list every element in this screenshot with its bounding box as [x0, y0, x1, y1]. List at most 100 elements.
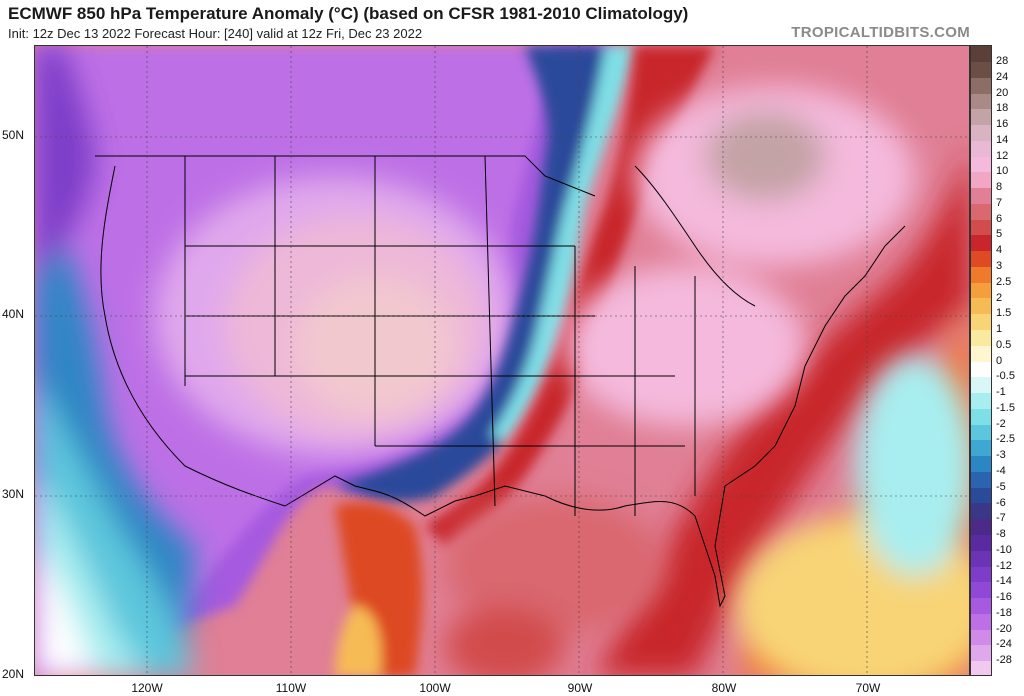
mexico-warm-zone	[335, 502, 423, 675]
lon-label-110w: 110W	[275, 681, 307, 695]
lat-label-30n: 30N	[2, 487, 25, 501]
colorbar-label: -16	[996, 591, 1012, 604]
chart-title: ECMWF 850 hPa Temperature Anomaly (°C) (…	[8, 4, 689, 23]
colorbar-cell-max	[971, 46, 991, 62]
colorbar-label: -2	[996, 417, 1006, 430]
northeast-warm-zone	[565, 86, 915, 426]
colorbar-cell	[971, 203, 991, 220]
colorbar-label: 16	[996, 118, 1009, 131]
colorbar-cell	[971, 471, 991, 488]
colorbar-label: -2.5	[996, 433, 1015, 446]
colorbar-cell	[971, 361, 991, 378]
colorbar-label: -5	[996, 480, 1006, 493]
temperature-anomaly-map	[34, 45, 970, 676]
lon-label-70w: 70W	[855, 681, 881, 695]
colorbar-cell	[971, 629, 991, 646]
chart-subtitle: Init: 12z Dec 13 2022 Forecast Hour: [24…	[8, 26, 423, 41]
colorbar-label: 1	[996, 323, 1003, 336]
lon-label-100w: 100W	[419, 681, 451, 695]
colorbar-label: -3	[996, 449, 1006, 462]
colorbar-label: -7	[996, 512, 1006, 525]
colorbar-label: 8	[996, 181, 1003, 194]
colorbar-cell	[971, 598, 991, 614]
colorbar-cell	[971, 235, 991, 252]
colorbar-label: -24	[996, 638, 1012, 651]
colorbar-label: 14	[996, 133, 1009, 146]
brand-watermark[interactable]: TROPICALTIDBITS.COM	[791, 24, 970, 41]
colorbar-cell	[971, 408, 991, 425]
colorbar-label: -20	[996, 622, 1012, 635]
lat-label-50n: 50N	[2, 128, 25, 142]
colorbar-label: 28	[996, 55, 1009, 67]
colorbar-cell	[971, 93, 991, 110]
pacific-cold-zone	[35, 46, 195, 675]
lon-label-80w: 80W	[711, 681, 737, 695]
colorbar-cell	[971, 77, 991, 94]
colorbar-cell	[971, 188, 991, 204]
colorbar-cell	[971, 550, 991, 567]
colorbar-cell	[971, 345, 991, 362]
colorbar-label: 3	[996, 260, 1003, 272]
colorbar-label: -6	[996, 496, 1006, 509]
colorbar-label: 5	[996, 228, 1003, 241]
colorbar-cell	[971, 613, 991, 630]
colorbar-cell	[971, 582, 991, 599]
colorbar-label: 24	[996, 70, 1009, 83]
colorbar-cell	[971, 566, 991, 583]
colorbar-label: -8	[996, 528, 1006, 541]
colorbar-label: -14	[996, 575, 1012, 588]
colorbar-cell	[971, 534, 991, 551]
colorbar-cell	[971, 266, 991, 283]
graticule	[35, 46, 969, 675]
colorbar-label: 2	[996, 291, 1003, 304]
colorbar-label: -1.5	[996, 401, 1015, 414]
colorbar-labels: 28 24 20 18 16 14 12 10 8 7 6 5 4 3 2.5 2 1.5 1 0.5 0 -0.5 -1…	[996, 45, 1024, 676]
colorbar-cell	[971, 424, 991, 441]
colorbar-cell	[971, 172, 991, 189]
colorbar-cell	[971, 314, 991, 331]
gulf-warm-zone	[445, 496, 665, 675]
colorbar-label: -28	[996, 654, 1012, 667]
colorbar-cell	[971, 109, 991, 126]
colorbar-label: 0	[996, 354, 1003, 367]
colorbar-label: 4	[996, 244, 1003, 257]
colorbar-cell	[971, 62, 991, 78]
colorbar-cell	[971, 456, 991, 472]
colorbar-cell	[971, 487, 991, 504]
colorbar-cell	[971, 519, 991, 535]
colorbar-label: 0.5	[996, 338, 1012, 351]
colorbar-label: 18	[996, 102, 1009, 115]
colorbar-cell	[971, 251, 991, 267]
colorbar-label: -4	[996, 465, 1006, 477]
colorbar-cell	[971, 298, 991, 315]
cold-front-band	[335, 46, 635, 502]
colorbar-cell	[971, 440, 991, 457]
colorbar-label: 12	[996, 149, 1009, 162]
colorbar-label: 7	[996, 196, 1003, 209]
colorbar-label: 1.5	[996, 307, 1012, 320]
colorbar-label: 6	[996, 212, 1003, 225]
lon-label-90w: 90W	[567, 681, 593, 695]
colorbar-cell	[971, 125, 991, 141]
colorbar-cell	[971, 140, 991, 157]
colorbar-cell	[971, 219, 991, 236]
colorbar-label: -18	[996, 606, 1012, 619]
anomaly-field	[35, 46, 969, 675]
colorbar-cell	[971, 330, 991, 346]
colorbar-cell	[971, 282, 991, 299]
colorbar-cell	[971, 645, 991, 662]
colorbar-cell	[971, 156, 991, 173]
colorbar-label: -10	[996, 543, 1012, 556]
colorbar-label: 10	[996, 165, 1009, 178]
colorbar-label: 2.5	[996, 275, 1012, 288]
lat-label-40n: 40N	[2, 307, 25, 321]
colorbar	[970, 45, 992, 676]
lat-label-20n: 20N	[2, 667, 25, 681]
lon-label-120w: 120W	[131, 681, 163, 695]
colorbar-cell	[971, 661, 991, 675]
colorbar-label: -0.5	[996, 370, 1015, 383]
colorbar-label: -1	[996, 386, 1006, 399]
colorbar-cell	[971, 393, 991, 409]
colorbar-label: -12	[996, 559, 1012, 572]
colorbar-cell	[971, 377, 991, 394]
